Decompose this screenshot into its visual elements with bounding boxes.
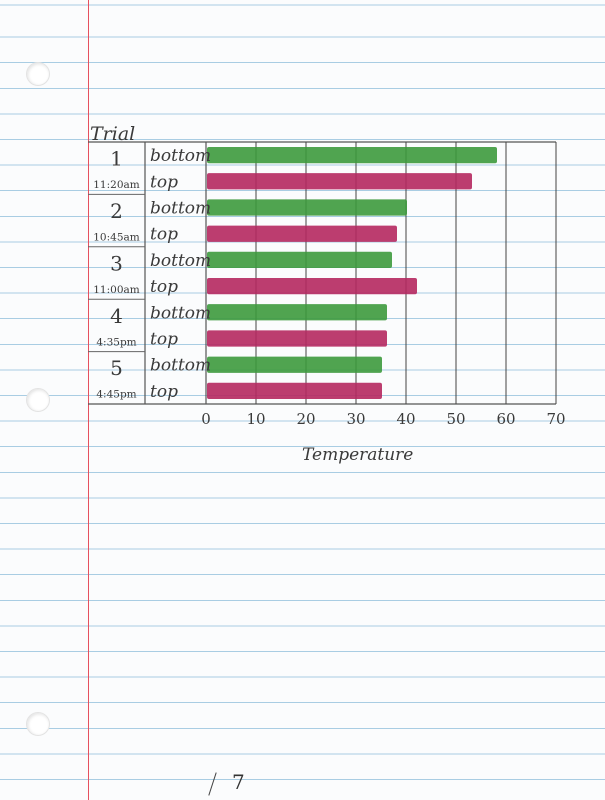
x-tick-label: 20 xyxy=(296,410,315,428)
row-label-bottom: bottom xyxy=(150,199,211,219)
x-tick-label: 10 xyxy=(246,410,265,428)
binder-hole-middle xyxy=(26,388,50,412)
bar-bottom-trial-3 xyxy=(207,251,392,269)
trial-number: 4 xyxy=(110,304,123,328)
row-label-bottom: bottom xyxy=(150,303,211,323)
x-tick-label: 50 xyxy=(446,410,465,428)
row-label-bottom: bottom xyxy=(150,146,211,166)
bar-top-trial-1 xyxy=(207,173,472,190)
trial-number: 5 xyxy=(110,356,123,380)
trial-time: 4:45pm xyxy=(96,389,136,401)
bar-top-trial-4 xyxy=(207,330,387,347)
trial-number: 2 xyxy=(110,199,123,223)
binder-hole-top xyxy=(26,62,50,86)
trial-number: 1 xyxy=(110,147,123,171)
bar-bottom-trial-5 xyxy=(207,356,382,373)
row-header-trial: Trial xyxy=(90,123,135,145)
trial-time: 11:20am xyxy=(93,179,140,191)
trial-time: 11:00am xyxy=(93,284,140,296)
trial-number: 3 xyxy=(110,251,123,275)
bar-top-trial-5 xyxy=(207,382,382,400)
binder-hole-bottom xyxy=(26,712,50,736)
trial-time: 10:45am xyxy=(93,232,140,244)
page-number: 7 xyxy=(232,770,245,794)
x-tick-label: 30 xyxy=(346,410,365,428)
bar-top-trial-2 xyxy=(207,225,397,242)
row-label-bottom: bottom xyxy=(150,251,211,271)
red-margin-line xyxy=(88,0,89,800)
x-tick-label: 40 xyxy=(396,410,415,428)
row-label-top: top xyxy=(150,382,178,402)
chart-labels: Trial Temperature 0 10 20 30 40 50 60 70 bottom t… xyxy=(90,123,566,465)
row-label-top: top xyxy=(150,330,178,350)
x-tick-label: 0 xyxy=(201,410,211,428)
bar-bottom-trial-4 xyxy=(207,304,387,321)
row-label-top: top xyxy=(150,277,178,297)
bar-bottom-trial-1 xyxy=(207,146,497,164)
bar-top-trial-3 xyxy=(207,277,417,295)
row-label-top: top xyxy=(150,225,178,245)
x-tick-label: 70 xyxy=(546,410,565,428)
x-axis-label: Temperature xyxy=(302,445,413,465)
x-tick-label: 60 xyxy=(496,410,515,428)
trial-time: 4:35pm xyxy=(96,336,136,348)
chart-bars xyxy=(207,146,497,400)
row-label-bottom: bottom xyxy=(150,356,211,376)
row-label-top: top xyxy=(150,172,178,192)
chart-frame xyxy=(88,141,556,405)
bar-bottom-trial-2 xyxy=(207,199,407,216)
